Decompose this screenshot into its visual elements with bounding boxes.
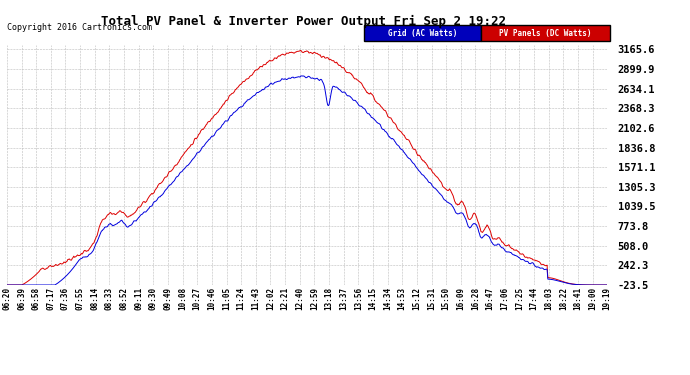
Text: Copyright 2016 Cartronics.com: Copyright 2016 Cartronics.com [7,23,152,32]
Text: Grid (AC Watts): Grid (AC Watts) [388,28,457,38]
FancyBboxPatch shape [364,25,481,41]
FancyBboxPatch shape [481,25,610,41]
Text: Total PV Panel & Inverter Power Output Fri Sep 2 19:22: Total PV Panel & Inverter Power Output F… [101,15,506,28]
Text: PV Panels (DC Watts): PV Panels (DC Watts) [500,28,592,38]
